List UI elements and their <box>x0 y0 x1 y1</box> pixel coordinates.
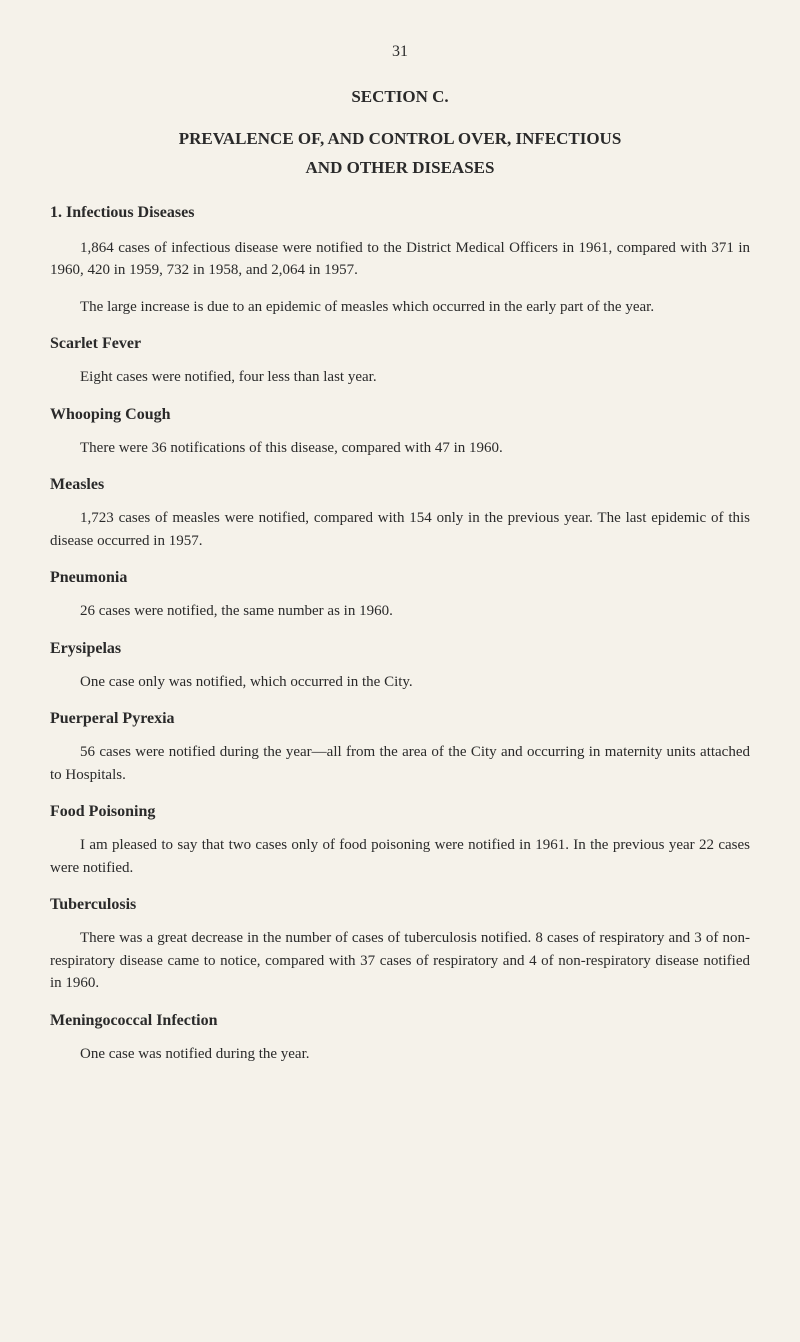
para-whooping-cough: There were 36 notifications of this dise… <box>50 437 750 460</box>
page-number: 31 <box>50 40 750 64</box>
heading-measles: Measles <box>50 473 750 497</box>
para-infectious-2: The large increase is due to an epidemic… <box>50 296 750 319</box>
para-erysipelas: One case only was notified, which occurr… <box>50 671 750 694</box>
main-title-line1: PREVALENCE OF, AND CONTROL OVER, INFECTI… <box>50 126 750 152</box>
para-tuberculosis: There was a great decrease in the number… <box>50 927 750 995</box>
para-infectious-1: 1,864 cases of infectious disease were n… <box>50 237 750 282</box>
heading-erysipelas: Erysipelas <box>50 637 750 661</box>
para-scarlet-fever: Eight cases were notified, four less tha… <box>50 366 750 389</box>
para-food-poisoning: I am pleased to say that two cases only … <box>50 834 750 879</box>
para-pneumonia: 26 cases were notified, the same number … <box>50 600 750 623</box>
heading-infectious: 1. Infectious Diseases <box>50 201 750 225</box>
heading-pneumonia: Pneumonia <box>50 566 750 590</box>
heading-whooping-cough: Whooping Cough <box>50 403 750 427</box>
heading-food-poisoning: Food Poisoning <box>50 800 750 824</box>
section-label: SECTION C. <box>50 84 750 110</box>
heading-puerperal: Puerperal Pyrexia <box>50 707 750 731</box>
heading-tuberculosis: Tuberculosis <box>50 893 750 917</box>
main-title-line2: AND OTHER DISEASES <box>50 155 750 181</box>
heading-meningococcal: Meningococcal Infection <box>50 1009 750 1033</box>
para-measles: 1,723 cases of measles were notified, co… <box>50 507 750 552</box>
para-meningococcal: One case was notified during the year. <box>50 1043 750 1066</box>
para-puerperal: 56 cases were notified during the year—a… <box>50 741 750 786</box>
heading-scarlet-fever: Scarlet Fever <box>50 332 750 356</box>
